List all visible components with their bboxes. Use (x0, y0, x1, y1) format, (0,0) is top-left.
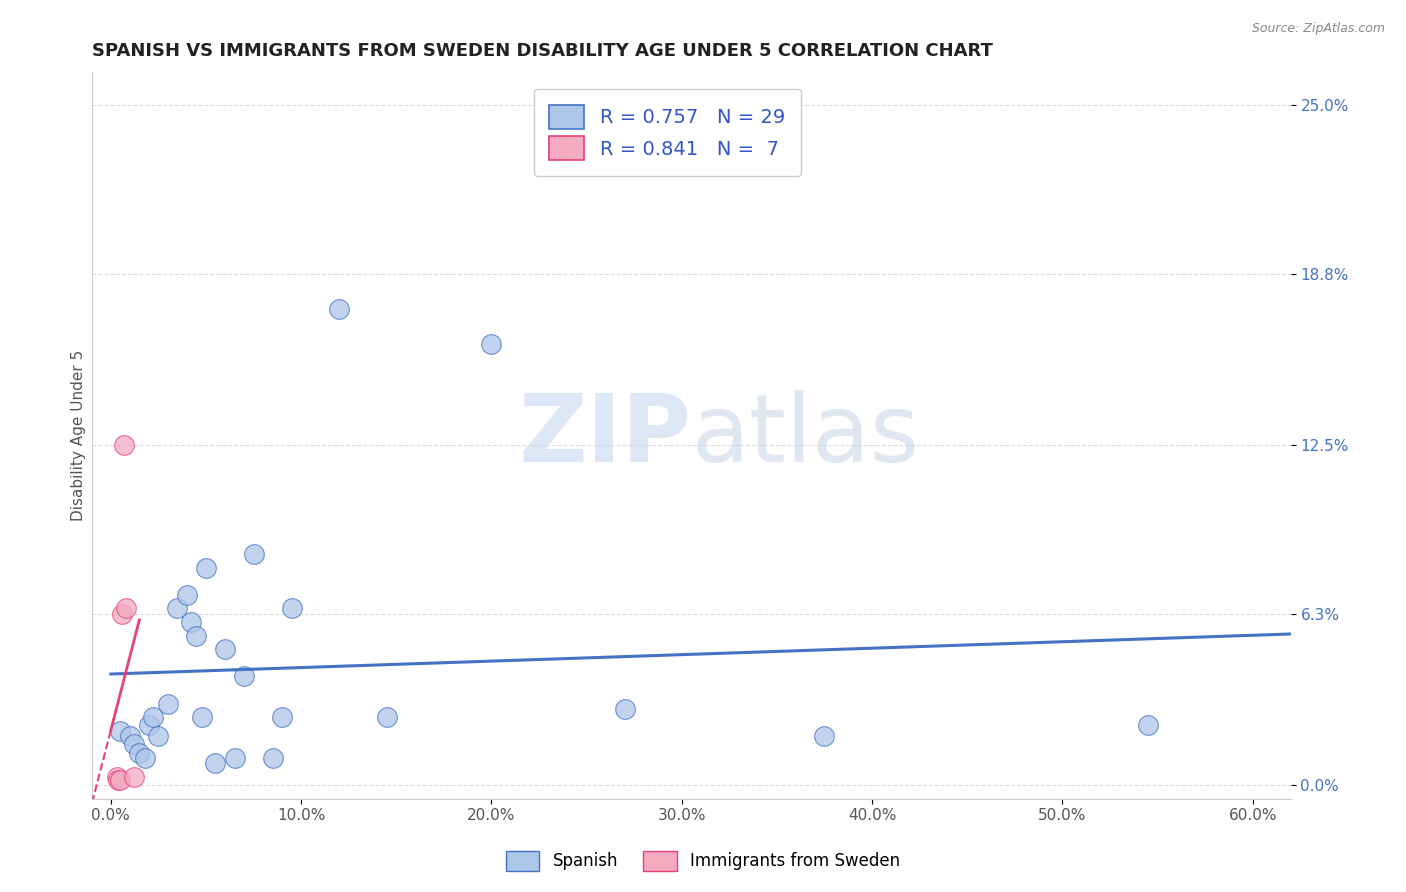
Point (128, 746, 150, 760)
Y-axis label: Disability Age Under 5: Disability Age Under 5 (72, 350, 86, 521)
Point (110, 772, 132, 787)
Point (138, 718, 160, 732)
Point (242, 547, 264, 561)
Point (191, 710, 214, 724)
Point (195, 560, 218, 574)
Point (134, 751, 156, 765)
Point (118, 729, 141, 743)
Point (262, 751, 284, 765)
Point (813, 729, 835, 743)
Point (110, 723, 132, 738)
Point (204, 756, 226, 771)
Point (280, 601, 302, 615)
Point (375, 710, 398, 724)
Point (142, 710, 165, 724)
Point (481, 337, 503, 351)
Point (122, 737, 145, 751)
Text: SPANISH VS IMMIGRANTS FROM SWEDEN DISABILITY AGE UNDER 5 CORRELATION CHART: SPANISH VS IMMIGRANTS FROM SWEDEN DISABI… (91, 42, 993, 60)
Point (166, 601, 188, 615)
Point (115, 601, 138, 615)
Point (105, 770, 128, 784)
Text: atlas: atlas (692, 390, 920, 482)
Legend: Spanish, Immigrants from Sweden: Spanish, Immigrants from Sweden (498, 842, 908, 880)
Point (1136, 718, 1159, 732)
Point (186, 628, 208, 642)
Point (328, 302, 350, 317)
Point (148, 729, 170, 743)
Point (156, 697, 179, 711)
Text: ZIP: ZIP (519, 390, 692, 482)
Point (271, 710, 294, 724)
Point (111, 607, 134, 621)
Point (176, 588, 198, 602)
Legend: R = 0.757   N = 29, R = 0.841   N =  7: R = 0.757 N = 29, R = 0.841 N = 7 (534, 89, 801, 176)
Point (180, 615, 202, 629)
Point (214, 642, 236, 657)
Point (233, 669, 256, 683)
Point (122, 770, 145, 784)
Point (224, 751, 246, 765)
Point (107, 772, 129, 787)
Text: Source: ZipAtlas.com: Source: ZipAtlas.com (1251, 22, 1385, 36)
Point (112, 438, 135, 452)
Point (613, 702, 636, 716)
